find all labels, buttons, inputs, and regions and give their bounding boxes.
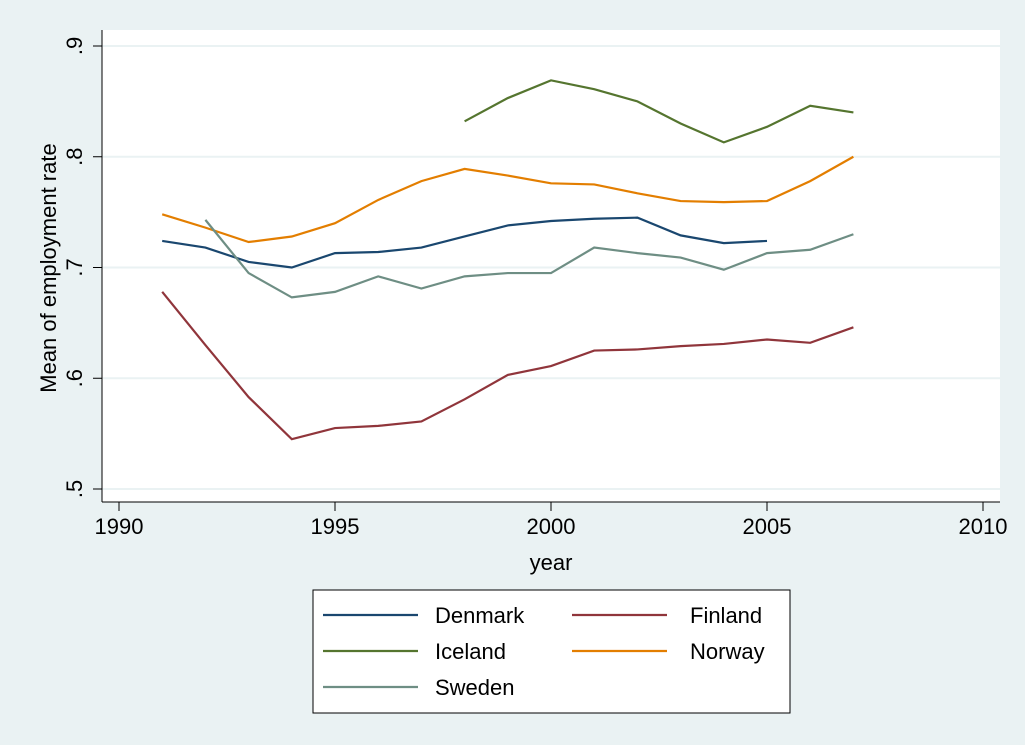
x-tick-label: 2000 [527,514,576,539]
series-line [161,155,854,244]
y-tick-label: .5 [62,480,87,498]
y-tick-label: .6 [62,369,87,387]
x-tick-label: 1990 [95,514,144,539]
y-tick-label: .7 [62,258,87,276]
series-line [204,219,854,299]
series-line [161,291,854,441]
legend-label: Norway [690,639,765,664]
x-tick-label: 1995 [311,514,360,539]
series-line [162,216,768,269]
plot-area [102,30,1000,502]
legend-label: Sweden [435,675,515,700]
y-axis-label: Mean of employment rate [36,143,61,392]
y-tick-label: .8 [62,148,87,166]
series-line [464,79,854,144]
x-tick-label: 2010 [959,514,1008,539]
legend-label: Iceland [435,639,506,664]
y-tick-label: .9 [62,37,87,55]
legend-label: Denmark [435,603,525,628]
legend-label: Finland [690,603,762,628]
x-axis-label: year [530,550,573,575]
x-tick-label: 2005 [743,514,792,539]
